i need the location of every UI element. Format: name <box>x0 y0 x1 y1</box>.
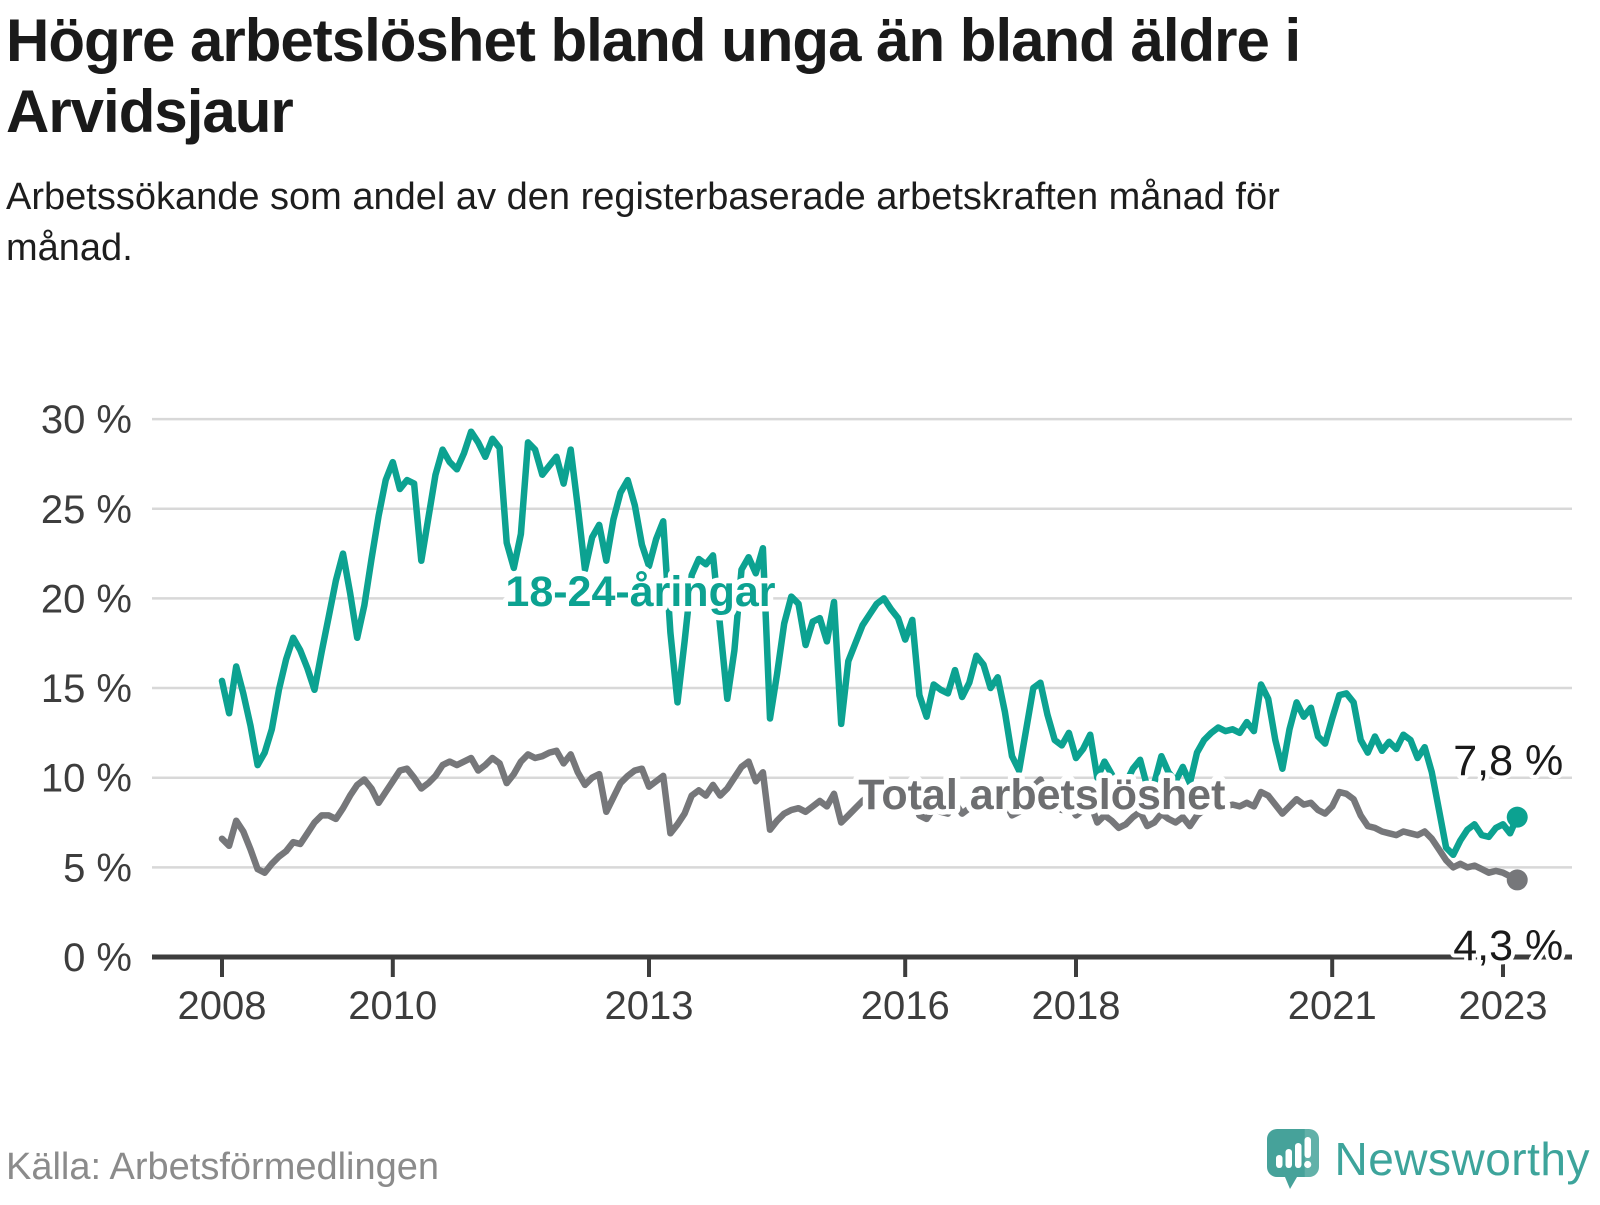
brand-wordmark: Newsworthy <box>1334 1133 1590 1185</box>
y-tick-label: 0 % <box>63 936 132 980</box>
chart-subtitle: Arbetssökande som andel av den registerb… <box>6 175 1280 269</box>
y-tick-label: 5 % <box>63 846 132 890</box>
page-title: Högre arbetslöshet bland unga än bland ä… <box>6 7 1301 145</box>
series-label-total: Total arbetslöshet <box>858 771 1225 819</box>
x-tick-label: 2016 <box>861 984 950 1028</box>
x-tick-label: 2023 <box>1459 984 1548 1028</box>
end-value-label-young: 7,8 % <box>1453 737 1563 785</box>
x-axis-labels: 2008 2010 2013 2016 2018 2021 2023 <box>178 959 1548 1028</box>
x-tick-label: 2010 <box>348 984 437 1028</box>
y-axis-labels: 0 % 5 % 10 % 15 % 20 % 25 % 30 % <box>41 398 132 980</box>
y-tick-label: 10 % <box>41 757 132 801</box>
y-tick-label: 30 % <box>41 398 132 442</box>
line-total <box>218 747 1521 884</box>
x-tick-label: 2008 <box>178 984 267 1028</box>
x-tick-label: 2021 <box>1288 984 1377 1028</box>
y-tick-label: 15 % <box>41 667 132 711</box>
header: Högre arbetslöshet bland unga än bland ä… <box>6 6 1594 274</box>
series-label-young: 18-24-åringar <box>505 568 775 616</box>
end-dot-young <box>1506 806 1528 828</box>
exclamation-stem-icon <box>1304 1137 1312 1158</box>
source-note: Källa: Arbetsförmedlingen <box>6 1146 440 1188</box>
series-lines <box>218 428 1521 884</box>
newsworthy-logo-icon <box>1267 1129 1320 1189</box>
speech-bubble <box>1267 1129 1320 1189</box>
bar-large-icon <box>1295 1143 1302 1168</box>
gridlines <box>152 417 1572 869</box>
end-dot-total <box>1506 869 1528 891</box>
series-labels: Total arbetslöshet 18-24-åringar <box>500 563 1231 825</box>
end-markers: 4,3 % 7,8 % <box>1449 733 1567 974</box>
y-tick-label: 20 % <box>41 577 132 621</box>
exclamation-dot-icon <box>1304 1160 1312 1169</box>
bar-small-icon <box>1276 1155 1283 1168</box>
newsworthy-brand: Newsworthy <box>1266 1128 1590 1190</box>
end-value-label-total: 4,3 % <box>1453 922 1563 970</box>
line-young <box>218 428 1521 859</box>
x-tick-label: 2013 <box>605 984 694 1028</box>
y-tick-label: 25 % <box>41 488 132 532</box>
x-tick-label: 2018 <box>1032 984 1121 1028</box>
bar-medium-icon <box>1285 1149 1293 1168</box>
